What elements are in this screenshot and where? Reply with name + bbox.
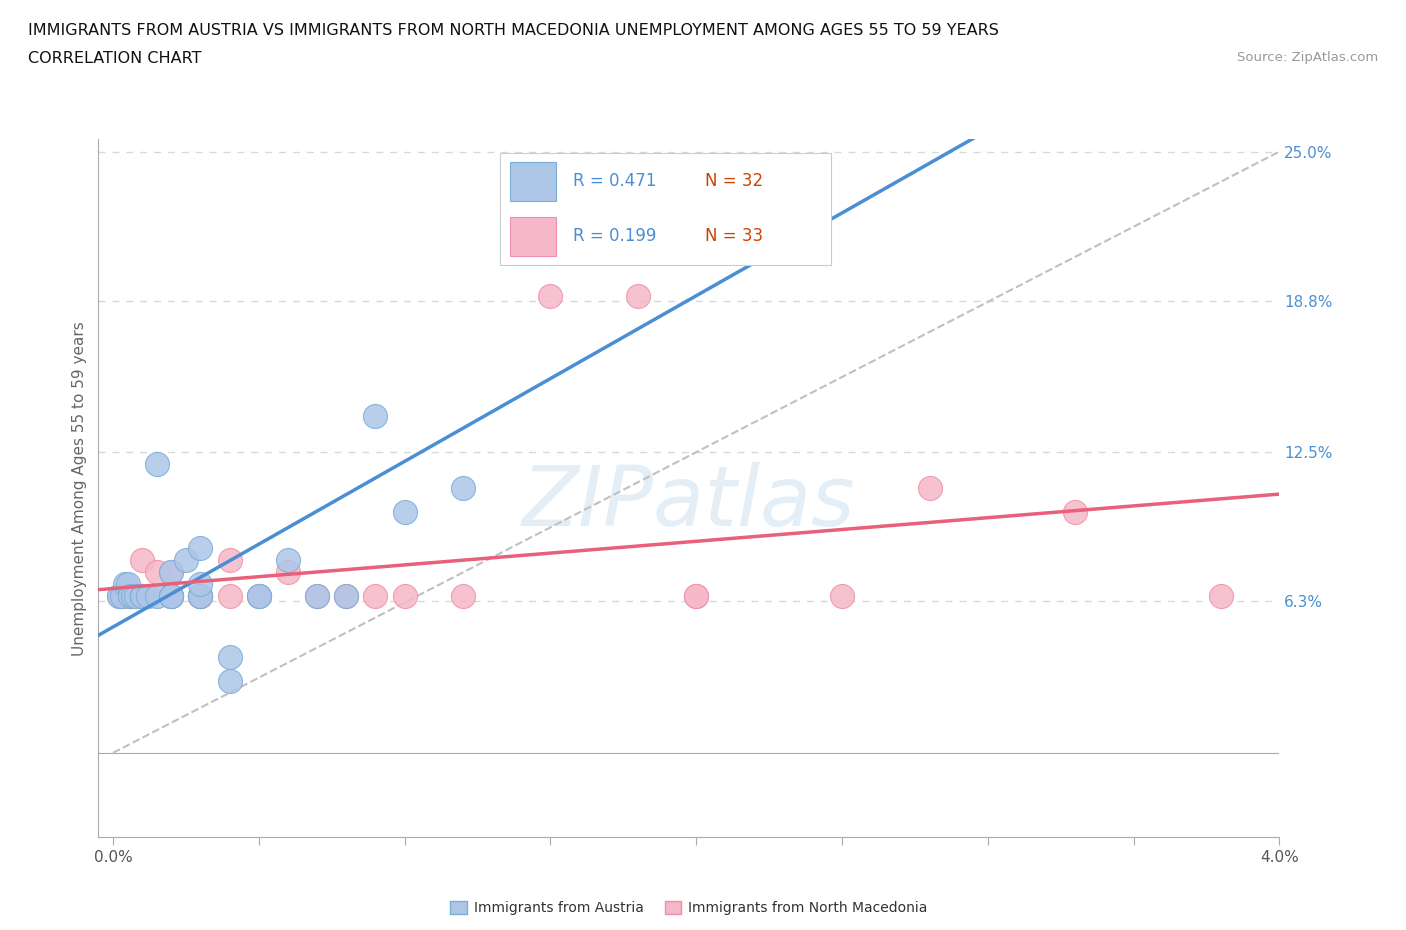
Point — [538, 288, 561, 303]
Point — [190, 589, 212, 604]
Point — [108, 589, 131, 604]
Point — [117, 577, 139, 591]
Point — [277, 553, 299, 568]
Point — [114, 577, 136, 591]
Text: CORRELATION CHART: CORRELATION CHART — [28, 51, 201, 66]
Point — [131, 589, 153, 604]
Point — [125, 589, 148, 604]
Point — [122, 589, 145, 604]
Point — [190, 589, 212, 604]
Point — [190, 589, 212, 604]
Point — [160, 589, 183, 604]
Point — [131, 589, 153, 604]
Point — [685, 240, 707, 255]
Point — [190, 541, 212, 556]
Point — [364, 408, 387, 423]
Point — [627, 288, 650, 303]
Point — [160, 589, 183, 604]
Point — [1211, 589, 1233, 604]
Point — [218, 649, 240, 664]
Text: ZIPatlas: ZIPatlas — [522, 461, 856, 543]
Point — [160, 589, 183, 604]
Point — [160, 589, 183, 604]
Point — [277, 565, 299, 580]
Point — [218, 673, 240, 688]
Point — [218, 589, 240, 604]
Point — [394, 505, 416, 520]
Point — [111, 589, 134, 604]
Point — [174, 553, 197, 568]
Point — [131, 589, 153, 604]
Point — [190, 577, 212, 591]
Point — [120, 589, 142, 604]
Point — [451, 481, 474, 496]
Point — [108, 589, 131, 604]
Point — [190, 589, 212, 604]
Point — [145, 565, 167, 580]
Point — [247, 589, 270, 604]
Legend: Immigrants from Austria, Immigrants from North Macedonia: Immigrants from Austria, Immigrants from… — [444, 896, 934, 921]
Point — [247, 589, 270, 604]
Point — [307, 589, 329, 604]
Point — [111, 589, 134, 604]
Point — [364, 589, 387, 604]
Point — [685, 589, 707, 604]
Point — [918, 481, 941, 496]
Point — [160, 589, 183, 604]
Point — [160, 565, 183, 580]
Point — [307, 589, 329, 604]
Point — [335, 589, 357, 604]
Point — [538, 217, 561, 232]
Point — [451, 589, 474, 604]
Point — [160, 565, 183, 580]
Y-axis label: Unemployment Among Ages 55 to 59 years: Unemployment Among Ages 55 to 59 years — [72, 321, 87, 656]
Point — [117, 589, 139, 604]
Point — [1064, 505, 1087, 520]
Point — [218, 553, 240, 568]
Point — [831, 589, 853, 604]
Text: IMMIGRANTS FROM AUSTRIA VS IMMIGRANTS FROM NORTH MACEDONIA UNEMPLOYMENT AMONG AG: IMMIGRANTS FROM AUSTRIA VS IMMIGRANTS FR… — [28, 23, 1000, 38]
Point — [131, 589, 153, 604]
Point — [247, 589, 270, 604]
Point — [394, 589, 416, 604]
Point — [145, 457, 167, 472]
Point — [136, 589, 159, 604]
Point — [685, 589, 707, 604]
Text: Source: ZipAtlas.com: Source: ZipAtlas.com — [1237, 51, 1378, 64]
Point — [145, 589, 167, 604]
Point — [131, 553, 153, 568]
Point — [190, 589, 212, 604]
Point — [122, 589, 145, 604]
Point — [120, 589, 142, 604]
Point — [335, 589, 357, 604]
